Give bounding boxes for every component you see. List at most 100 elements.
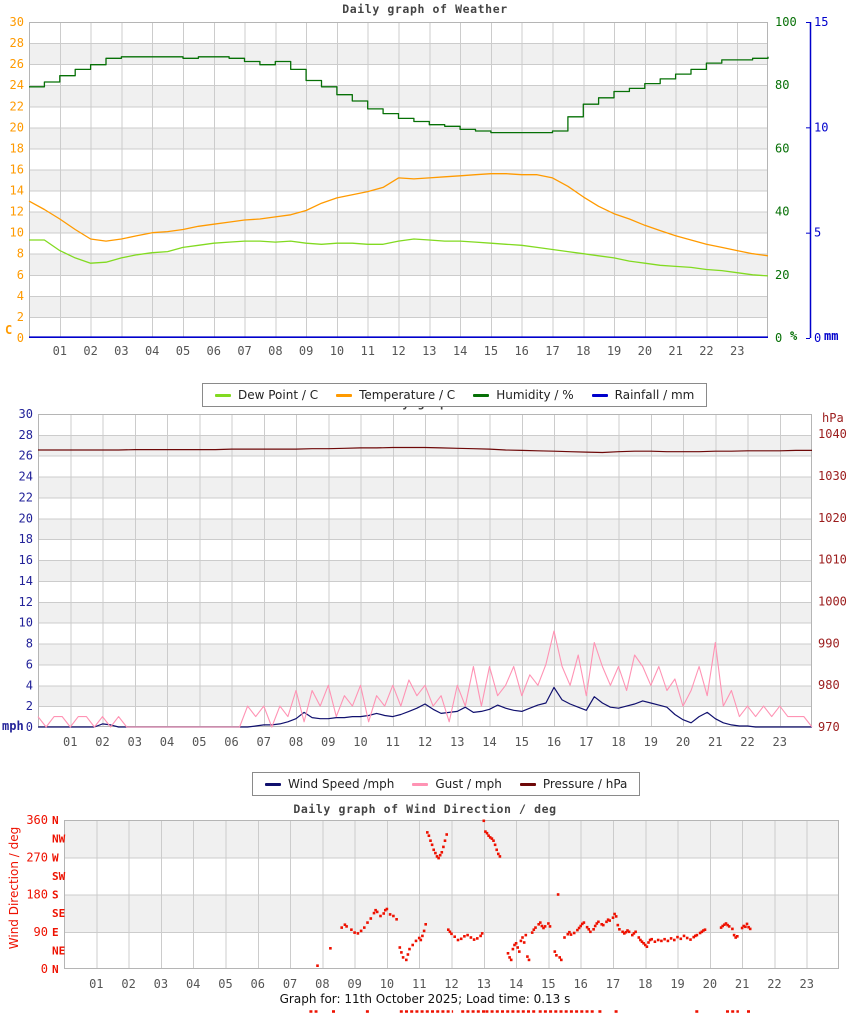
svg-text:08: 08 <box>315 977 329 991</box>
legend-item: Dew Point / C <box>215 388 318 402</box>
svg-text:23: 23 <box>799 977 813 991</box>
svg-text:23: 23 <box>730 344 744 358</box>
legend-item: Humidity / % <box>473 388 574 402</box>
svg-text:10: 10 <box>19 616 33 630</box>
svg-text:mm: mm <box>824 329 838 343</box>
svg-text:14: 14 <box>10 184 24 198</box>
svg-text:1040: 1040 <box>818 427 847 441</box>
svg-text:04: 04 <box>186 977 200 991</box>
svg-text:270: 270 <box>26 850 48 864</box>
humidity-axis-labels: 0 20 40 60 80 100% <box>775 15 798 345</box>
svg-text:16: 16 <box>19 553 33 567</box>
legend-marker-icon <box>519 782 536 786</box>
wind-direction-points <box>316 819 752 967</box>
svg-text:90: 90 <box>34 925 48 939</box>
svg-text:07: 07 <box>237 344 251 358</box>
svg-text:21: 21 <box>735 977 749 991</box>
legend-label: Humidity / % <box>496 388 574 402</box>
svg-text:13: 13 <box>477 977 491 991</box>
legend-label: Dew Point / C <box>238 388 319 402</box>
svg-text:01: 01 <box>53 344 67 358</box>
svg-text:03: 03 <box>114 344 128 358</box>
svg-text:12: 12 <box>19 595 33 609</box>
svg-text:30: 30 <box>10 15 24 29</box>
svg-text:01: 01 <box>63 735 77 749</box>
svg-text:09: 09 <box>321 735 335 749</box>
legend-marker-icon <box>473 393 490 397</box>
x-axis-labels: 01 02 03 04 05 06 07 08 09 10 11 12 13 14 15 16 17 18 19 20… <box>89 977 814 991</box>
svg-text:23: 23 <box>773 735 787 749</box>
x-axis-labels: 01 02 03 04 05 06 07 08 09 10 11 12 13 14 15 16 17 18 19 20… <box>53 344 745 358</box>
legend-marker-icon <box>412 782 429 786</box>
legend-label: Rainfall / mm <box>614 388 695 402</box>
svg-text:0: 0 <box>26 720 33 734</box>
svg-text:360: 360 <box>26 813 48 827</box>
svg-text:W: W <box>52 851 59 864</box>
dew-point-cseries <box>29 238 769 277</box>
svg-text:12: 12 <box>391 344 405 358</box>
svg-text:80: 80 <box>775 78 789 92</box>
svg-text:0: 0 <box>775 331 782 345</box>
svg-text:22: 22 <box>19 490 33 504</box>
svg-text:04: 04 <box>145 344 159 358</box>
svg-text:8: 8 <box>26 637 33 651</box>
svg-text:11: 11 <box>412 977 426 991</box>
wind-legend: Wind Speed /mph Gust / mph Pressure / hPa <box>252 772 641 796</box>
svg-text:15: 15 <box>484 344 498 358</box>
svg-text:1000: 1000 <box>818 594 847 608</box>
svg-text:5: 5 <box>814 226 821 240</box>
svg-text:2: 2 <box>17 310 24 324</box>
svg-text:1020: 1020 <box>818 511 847 525</box>
svg-text:NE: NE <box>52 944 65 957</box>
svg-text:4: 4 <box>17 289 24 303</box>
svg-text:40: 40 <box>775 205 789 219</box>
svg-text:6: 6 <box>17 268 24 282</box>
svg-text:10: 10 <box>380 977 394 991</box>
svg-text:05: 05 <box>192 735 206 749</box>
svg-text:15: 15 <box>541 977 555 991</box>
svg-text:03: 03 <box>154 977 168 991</box>
svg-text:10: 10 <box>814 120 828 134</box>
svg-text:180: 180 <box>26 888 48 902</box>
wind-direction-chart-title: Daily graph of Wind Direction / deg <box>293 802 557 816</box>
svg-text:05: 05 <box>218 977 232 991</box>
svg-text:22: 22 <box>740 735 754 749</box>
svg-text:6: 6 <box>26 657 33 671</box>
svg-text:12: 12 <box>10 205 24 219</box>
svg-text:18: 18 <box>576 344 590 358</box>
svg-text:1030: 1030 <box>818 469 847 483</box>
svg-text:22: 22 <box>767 977 781 991</box>
svg-text:06: 06 <box>251 977 265 991</box>
svg-text:02: 02 <box>121 977 135 991</box>
svg-text:07: 07 <box>257 735 271 749</box>
legend-marker-icon <box>336 393 353 397</box>
svg-text:21: 21 <box>668 344 682 358</box>
svg-text:S: S <box>52 889 59 902</box>
svg-text:18: 18 <box>638 977 652 991</box>
svg-text:14: 14 <box>482 735 496 749</box>
legend-label: Pressure / hPa <box>542 777 628 791</box>
svg-text:22: 22 <box>10 99 24 113</box>
svg-text:SE: SE <box>52 907 65 920</box>
svg-text:06: 06 <box>224 735 238 749</box>
svg-text:4: 4 <box>26 678 33 692</box>
weather-legend: Dew Point / C Temperature / C Humidity / %… <box>202 383 708 407</box>
weather-chart-title: Daily graph of Weather <box>342 2 508 16</box>
svg-text:mph: mph <box>2 719 24 733</box>
legend-marker-icon <box>215 393 231 397</box>
svg-text:28: 28 <box>19 428 33 442</box>
pressure-hpaseries <box>38 446 812 454</box>
svg-text:20: 20 <box>19 511 33 525</box>
svg-text:24: 24 <box>19 470 33 484</box>
svg-text:07: 07 <box>283 977 297 991</box>
svg-text:11: 11 <box>360 344 374 358</box>
svg-text:15: 15 <box>814 15 828 29</box>
svg-text:26: 26 <box>10 57 24 71</box>
legend-item: Wind Speed /mph <box>265 777 394 791</box>
legend-item: Temperature / C <box>336 388 455 402</box>
svg-text:18: 18 <box>10 141 24 155</box>
svg-text:16: 16 <box>10 162 24 176</box>
